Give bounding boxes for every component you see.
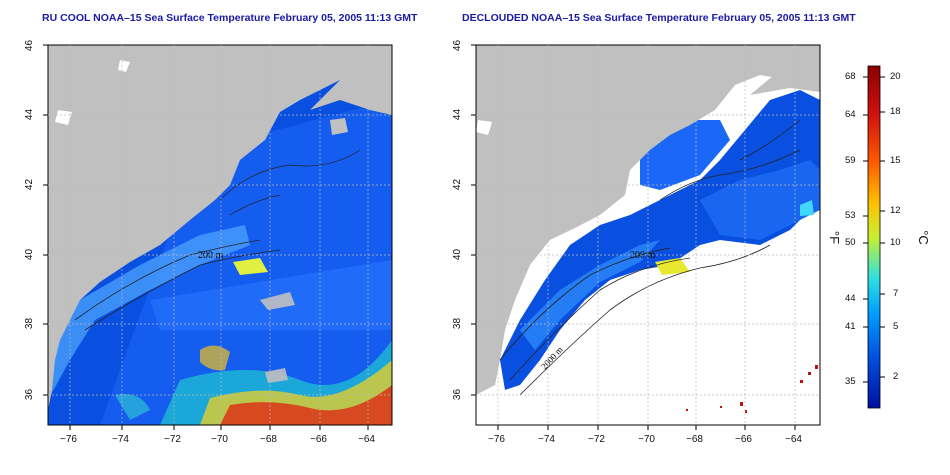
cb-c-1: 18 (890, 106, 901, 117)
x-tick-right-3: −70 (638, 434, 655, 445)
cb-f-7: 35 (845, 376, 856, 387)
x-tick-right-5: −66 (735, 434, 752, 445)
x-tick-left-5: −66 (310, 434, 327, 445)
cb-c-6: 5 (893, 321, 899, 332)
unit-fahrenheit: °F (827, 230, 843, 245)
cb-c-2: 15 (890, 155, 901, 166)
left-map (48, 45, 392, 425)
cb-c-0: 20 (890, 71, 901, 82)
unit-celsius: °C (915, 230, 931, 245)
x-tick-right-1: −74 (538, 434, 555, 445)
colorbar (867, 65, 881, 409)
grid-right (476, 45, 820, 425)
x-tick-right-4: −68 (686, 434, 703, 445)
y-tick-left-1: 38 (24, 317, 36, 330)
cb-c-5: 7 (893, 288, 899, 299)
x-tick-right-2: −72 (588, 434, 605, 445)
y-tick-right-0: 36 (452, 388, 464, 401)
y-tick-left-5: 46 (24, 39, 36, 52)
map-title-right: DECLOUDED NOAA–15 Sea Surface Temperatur… (462, 12, 856, 24)
cb-f-3: 53 (845, 210, 856, 221)
x-tick-left-2: −72 (164, 434, 181, 445)
cb-f-0: 68 (845, 71, 856, 82)
colorbar-ticks (863, 76, 885, 383)
grid-left (48, 45, 392, 425)
cb-f-6: 41 (845, 321, 856, 332)
contour-label-left-200: 200 m (198, 250, 224, 261)
cb-c-4: 10 (890, 237, 901, 248)
cb-f-4: 50 (845, 237, 856, 248)
x-tick-left-6: −64 (358, 434, 375, 445)
y-tick-right-1: 38 (452, 317, 464, 330)
x-tick-left-3: −70 (211, 434, 228, 445)
x-tick-right-0: −76 (488, 434, 505, 445)
y-tick-right-4: 44 (452, 108, 464, 121)
y-tick-left-3: 42 (24, 178, 36, 191)
y-tick-right-2: 40 (452, 248, 464, 261)
land-left (48, 45, 392, 410)
y-tick-left-4: 44 (24, 108, 36, 121)
x-tick-left-0: −76 (60, 434, 77, 445)
land-right (476, 45, 820, 395)
x-tick-left-4: −68 (260, 434, 277, 445)
cb-c-7: 2 (893, 371, 899, 382)
map-title-left: RU COOL NOAA–15 Sea Surface Temperature … (42, 12, 418, 24)
cb-c-3: 12 (890, 205, 901, 216)
contour-label-right-200: 200 m (630, 250, 656, 261)
y-tick-right-3: 42 (452, 178, 464, 191)
y-tick-left-2: 40 (24, 248, 36, 261)
cb-f-1: 64 (845, 109, 856, 120)
x-tick-right-6: −64 (785, 434, 802, 445)
x-tick-left-1: −74 (112, 434, 129, 445)
cb-f-5: 44 (845, 293, 856, 304)
y-tick-left-0: 36 (24, 388, 36, 401)
cb-f-2: 59 (845, 155, 856, 166)
y-tick-right-5: 46 (452, 39, 464, 52)
